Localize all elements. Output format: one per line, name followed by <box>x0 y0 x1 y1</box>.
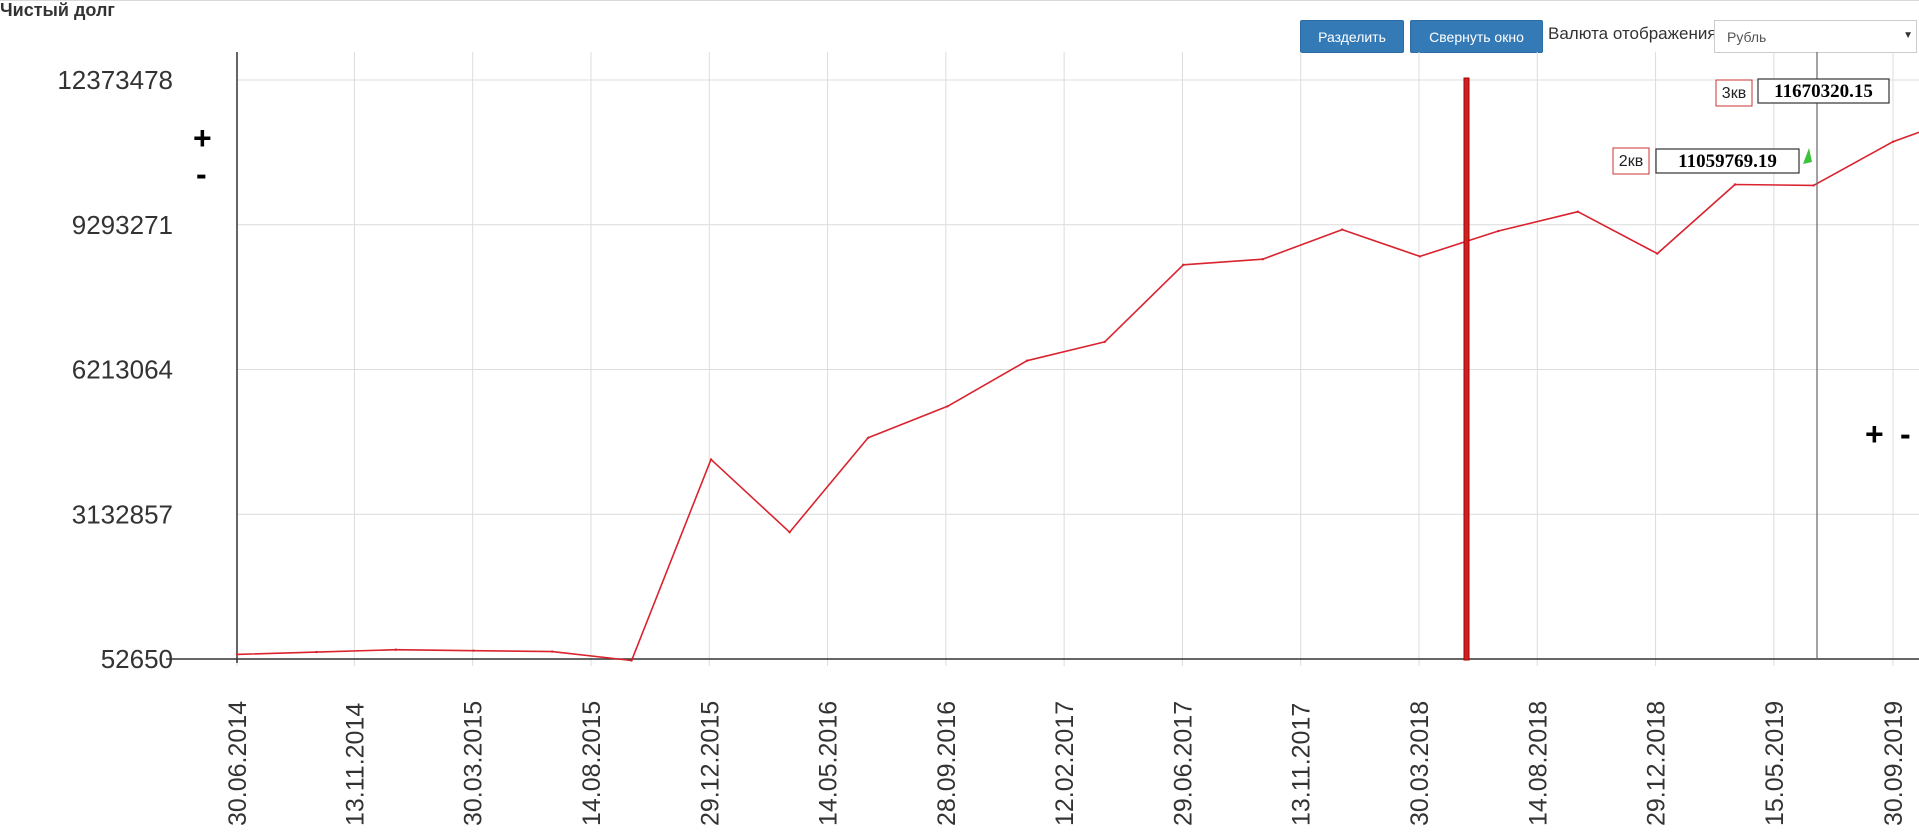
data-point <box>1103 340 1106 344</box>
y-tick-label: 52650 <box>101 644 173 674</box>
data-point <box>1182 263 1185 267</box>
y-tick-label: 6213064 <box>72 355 173 385</box>
data-point <box>866 436 870 439</box>
data-point <box>1497 229 1500 233</box>
data-point <box>946 405 949 408</box>
top-border <box>0 0 1919 1</box>
quarter-value-box <box>1757 78 1890 104</box>
data-point <box>472 649 475 652</box>
data-point <box>1340 228 1344 231</box>
chart-title: Чистый долг <box>0 0 115 20</box>
data-point <box>788 531 791 534</box>
x-zoom-out-button[interactable]: - <box>1900 416 1911 452</box>
chevron-down-icon: ▼ <box>1903 30 1913 41</box>
x-tick-label: 14.08.2015 <box>578 701 606 826</box>
split-button[interactable]: Разделить <box>1300 20 1404 53</box>
data-point <box>709 458 713 461</box>
data-point <box>1812 184 1815 187</box>
y-axis-ticks: 12373478 9293271 6213064 3132857 52650 <box>57 65 173 674</box>
x-zoom-in-button[interactable]: + <box>1865 416 1884 452</box>
quarter-label-box <box>1612 147 1650 175</box>
data-point <box>1656 252 1659 255</box>
markers-layer <box>1463 52 1818 661</box>
x-tick-label: 29.12.2015 <box>696 701 724 826</box>
x-tick-label: 30.03.2018 <box>1406 701 1434 826</box>
x-tick-label: 30.09.2019 <box>1880 701 1908 826</box>
currency-label: Валюта отображения <box>1548 24 1717 43</box>
x-tick-label: 28.09.2016 <box>933 701 961 826</box>
x-tick-label: 29.06.2017 <box>1169 701 1197 826</box>
x-tick-label: 30.03.2015 <box>460 701 488 826</box>
x-tick-label: 15.05.2019 <box>1761 701 1789 826</box>
x-tick-label: 12.02.2017 <box>1051 701 1079 826</box>
currency-select-value: Рубль <box>1727 28 1767 45</box>
data-point <box>1418 255 1422 258</box>
series-line <box>236 131 1919 662</box>
x-tick-label: 30.06.2014 <box>224 701 252 826</box>
x-axis-ticks: 30.06.2014 13.11.2014 30.03.2015 14.08.2015… <box>224 701 1908 826</box>
data-point <box>315 650 318 654</box>
data-point <box>394 648 398 651</box>
x-tick-label: 13.11.2014 <box>341 703 369 826</box>
data-point <box>1576 210 1580 213</box>
data-point <box>1733 183 1737 186</box>
x-tick-label: 29.12.2018 <box>1643 701 1671 826</box>
y-zoom-out-button[interactable]: - <box>196 156 207 192</box>
collapse-window-button[interactable]: Свернуть окно <box>1410 20 1543 53</box>
data-point <box>1025 359 1029 362</box>
x-tick-label: 13.11.2017 <box>1288 703 1316 826</box>
quarter-label-box <box>1715 79 1753 107</box>
data-point <box>235 653 239 656</box>
chart-grid <box>236 52 1919 666</box>
x-tick-label: 14.08.2018 <box>1524 701 1552 826</box>
period-marker-bar <box>1463 77 1470 661</box>
annotations-layer: 2кв 11059769.19 3кв 11670320.15 <box>1612 78 1890 175</box>
y-tick-label: 3132857 <box>72 499 173 529</box>
x-tick-label: 14.05.2016 <box>815 701 843 826</box>
y-tick-label: 12373478 <box>57 65 173 95</box>
data-point <box>1891 140 1895 143</box>
chart-axes <box>166 52 1919 663</box>
currency-select[interactable]: Рубль ▼ <box>1714 20 1917 53</box>
data-point <box>550 650 554 653</box>
y-zoom-in-button[interactable]: + <box>193 120 212 156</box>
quarter-value: 11670320.15 <box>1774 81 1873 102</box>
quarter-label: 3кв <box>1722 85 1746 102</box>
series-layer <box>235 131 1919 662</box>
y-tick-label: 9293271 <box>72 210 173 240</box>
quarter-value-box <box>1655 148 1800 174</box>
quarter-value: 11059769.19 <box>1678 151 1777 172</box>
data-point <box>1261 258 1264 261</box>
quarter-label: 2кв <box>1619 153 1643 170</box>
data-point <box>630 659 633 662</box>
up-arrow-icon <box>1803 148 1812 164</box>
